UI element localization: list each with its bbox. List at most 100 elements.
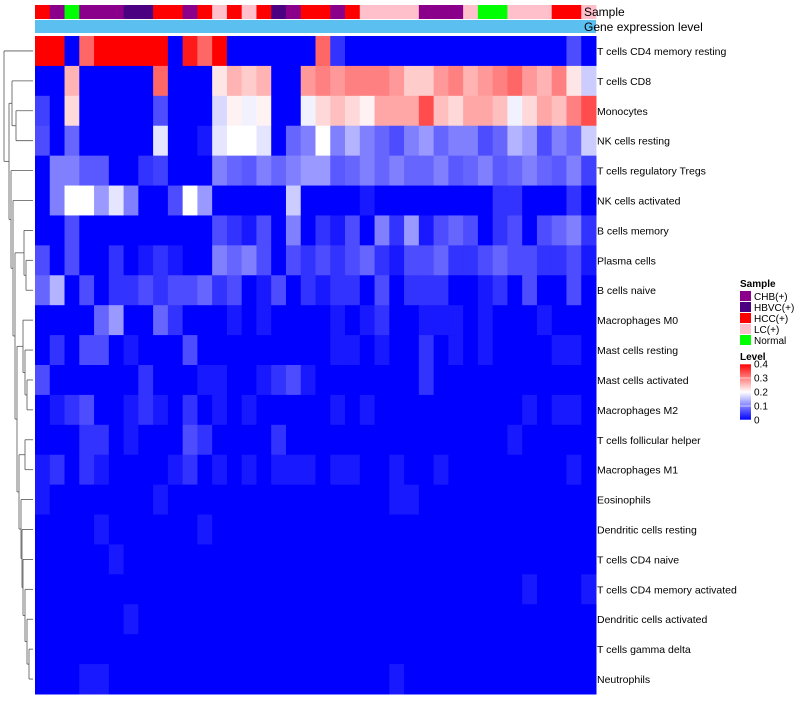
heatmap-cell xyxy=(167,65,184,97)
heatmap-cell xyxy=(226,185,243,216)
heatmap-cell xyxy=(522,305,538,336)
sample-legend-swatch xyxy=(740,302,751,312)
sample-legend-swatch xyxy=(740,291,751,301)
heatmap-cell xyxy=(463,604,479,635)
heatmap-cell xyxy=(507,95,523,127)
heatmap-cell xyxy=(492,185,508,216)
heatmap-cell xyxy=(108,424,125,456)
heatmap-cell xyxy=(448,514,464,545)
row-label: T cells gamma delta xyxy=(597,644,691,656)
heatmap-cell xyxy=(315,215,331,246)
heatmap-cell xyxy=(477,484,494,516)
heatmap-cell xyxy=(153,36,169,67)
heatmap-cell xyxy=(522,185,538,216)
heatmap-cell xyxy=(536,514,553,545)
heatmap-cell xyxy=(197,394,213,426)
heatmap-cell xyxy=(138,155,154,187)
heatmap-cell xyxy=(477,394,494,426)
heatmap-cell xyxy=(182,65,198,97)
heatmap-cell xyxy=(477,215,494,246)
sample-annotation-cell xyxy=(182,5,198,19)
heatmap-cell xyxy=(35,484,51,516)
heatmap-cell xyxy=(300,95,316,127)
heatmap-cell xyxy=(35,664,51,695)
heatmap-cell xyxy=(197,245,213,276)
heatmap-cell xyxy=(94,185,110,216)
heatmap-cell xyxy=(79,604,95,635)
heatmap-cell xyxy=(418,634,435,665)
heatmap-cell xyxy=(64,394,80,426)
heatmap-cell xyxy=(315,365,331,396)
heatmap-cell xyxy=(448,245,464,276)
heatmap-cell xyxy=(566,185,582,216)
heatmap-cell xyxy=(522,125,538,157)
heatmap-cell xyxy=(315,245,331,276)
heatmap-cell xyxy=(35,514,51,545)
heatmap-cell xyxy=(536,394,553,426)
heatmap-cell xyxy=(64,245,80,276)
heatmap-cell xyxy=(79,664,95,695)
sample-legend-label: HCC(+) xyxy=(754,314,788,325)
heatmap-cell xyxy=(64,484,80,516)
heatmap-cell xyxy=(167,275,184,306)
heatmap-cell xyxy=(581,305,597,336)
heatmap-cell xyxy=(153,604,169,635)
heatmap-cell xyxy=(241,275,257,306)
heatmap-cell xyxy=(79,275,95,306)
heatmap-cell xyxy=(566,335,582,366)
heatmap-cell xyxy=(241,65,257,97)
heatmap-cell xyxy=(581,604,597,635)
heatmap-cell xyxy=(536,484,553,516)
heatmap-cell xyxy=(108,484,125,516)
heatmap-cell xyxy=(226,394,243,426)
heatmap-cell xyxy=(138,215,154,246)
sample-annotation-cell xyxy=(49,5,65,19)
heatmap-cell xyxy=(94,365,110,396)
heatmap-cell xyxy=(536,634,553,665)
heatmap-cell xyxy=(79,245,95,276)
heatmap-cell xyxy=(492,155,508,187)
heatmap-cell xyxy=(79,634,95,665)
heatmap-cell xyxy=(300,36,316,67)
heatmap-cell xyxy=(315,65,331,97)
heatmap-cell xyxy=(285,245,302,276)
heatmap-cell xyxy=(359,664,376,695)
heatmap-cell xyxy=(226,365,243,396)
heatmap-cell xyxy=(241,185,257,216)
heatmap-cell xyxy=(123,664,139,695)
heatmap-cell xyxy=(182,36,198,67)
heatmap-cell xyxy=(167,36,184,67)
heatmap-cell xyxy=(108,95,125,127)
heatmap-cell xyxy=(94,454,110,486)
heatmap-cell xyxy=(463,454,479,486)
heatmap-cell xyxy=(345,574,361,605)
heatmap-cell xyxy=(345,514,361,545)
heatmap-cell xyxy=(315,394,331,426)
heatmap-cell xyxy=(138,394,154,426)
heatmap-cell xyxy=(389,185,405,216)
heatmap-cell xyxy=(49,394,66,426)
heatmap-cell xyxy=(418,155,435,187)
heatmap-cell xyxy=(374,335,390,366)
heatmap-cell xyxy=(389,454,405,486)
heatmap-cell xyxy=(123,544,139,575)
heatmap-cell xyxy=(492,514,508,545)
heatmap-cell xyxy=(389,155,405,187)
heatmap-cell xyxy=(182,245,198,276)
heatmap-cell xyxy=(359,185,376,216)
heatmap-cell xyxy=(374,365,390,396)
heatmap-cell xyxy=(536,604,553,635)
heatmap-cell xyxy=(197,275,213,306)
heatmap-cell xyxy=(522,365,538,396)
heatmap-cell xyxy=(79,454,95,486)
heatmap-cell xyxy=(138,185,154,216)
heatmap-cell xyxy=(315,36,331,67)
heatmap-cell xyxy=(94,95,110,127)
heatmap-cell xyxy=(359,335,376,366)
heatmap-cell xyxy=(108,574,125,605)
heatmap-cell xyxy=(285,275,302,306)
heatmap-cell xyxy=(330,65,346,97)
heatmap-cell xyxy=(566,215,582,246)
heatmap-cell xyxy=(359,514,376,545)
heatmap-cell xyxy=(138,484,154,516)
